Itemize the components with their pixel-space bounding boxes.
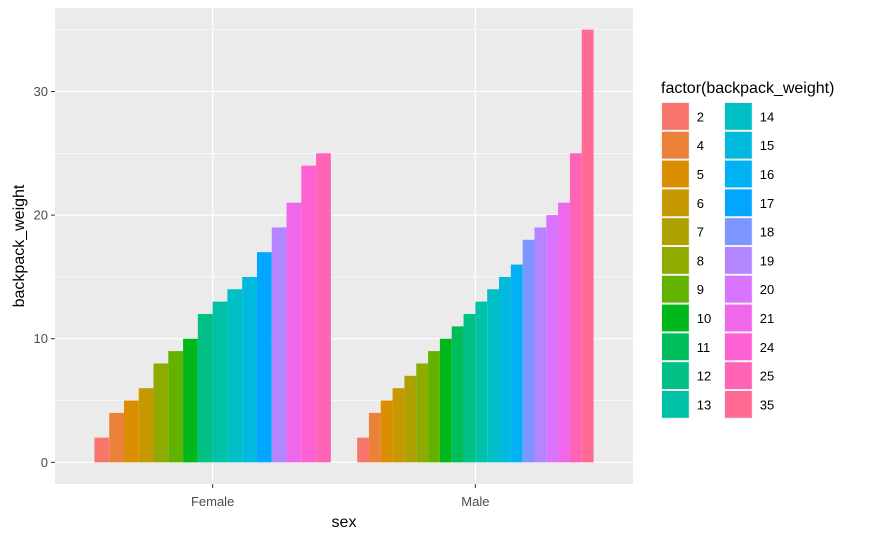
bar-female-6 [138, 388, 154, 463]
legend-swatch-16 [725, 160, 752, 188]
legend-label-21: 21 [760, 311, 774, 326]
legend-label-9: 9 [697, 282, 704, 297]
bar-male-4 [368, 412, 381, 463]
legend-title: factor(backpack_weight) [661, 80, 834, 97]
bar-male-15 [499, 276, 511, 463]
bar-male-6 [392, 388, 405, 463]
legend-swatch-25 [725, 362, 752, 389]
bar-male-21 [558, 202, 570, 463]
bar-male-19 [534, 227, 547, 463]
bar-female-8 [153, 363, 169, 463]
legend-swatch-6 [662, 189, 689, 217]
bar-female-24 [301, 165, 317, 463]
bar-male-9 [428, 351, 440, 463]
legend-label-7: 7 [697, 225, 704, 240]
bar-male-11 [451, 326, 464, 463]
legend-swatch-15 [725, 131, 752, 159]
bar-female-21 [286, 202, 302, 463]
legend-label-11: 11 [697, 340, 711, 355]
bar-female-13 [212, 301, 228, 463]
legend-swatch-9 [662, 275, 689, 303]
bar-female-15 [242, 276, 257, 463]
y-tick-label: 0 [41, 455, 48, 470]
legend-label-2: 2 [697, 109, 704, 124]
x-tick-label: Female [191, 494, 234, 509]
legend-swatch-7 [662, 218, 689, 245]
legend-label-8: 8 [697, 253, 704, 268]
legend-swatch-5 [662, 160, 689, 188]
legend-swatch-17 [725, 189, 752, 217]
bar-female-9 [168, 351, 184, 463]
legend-swatch-12 [662, 362, 689, 389]
x-axis-title: sex [332, 514, 357, 531]
x-tick-label: Male [461, 494, 489, 509]
legend-label-24: 24 [760, 340, 774, 355]
legend-swatch-14 [725, 103, 752, 130]
legend-swatch-19 [725, 247, 752, 274]
legend-swatch-20 [725, 275, 752, 303]
y-tick-label: 20 [34, 208, 48, 223]
legend-label-5: 5 [697, 167, 704, 182]
legend-label-10: 10 [697, 311, 711, 326]
legend-swatch-8 [662, 247, 689, 274]
bar-female-25 [316, 153, 331, 463]
y-axis: 0 10 20 30 [34, 84, 55, 470]
bar-female-2 [94, 437, 110, 463]
legend-label-20: 20 [760, 282, 774, 297]
bar-male-2 [357, 437, 369, 463]
legend-label-6: 6 [697, 196, 704, 211]
legend-label-18: 18 [760, 225, 774, 240]
bar-female-10 [183, 338, 198, 463]
bar-male-12 [463, 314, 476, 463]
bar-female-5 [123, 400, 139, 463]
legend-label-17: 17 [760, 196, 774, 211]
legend-label-19: 19 [760, 253, 774, 268]
bar-male-35 [581, 29, 594, 463]
bars [94, 29, 594, 463]
legend: factor(backpack_weight) 2456789101112131… [661, 80, 834, 419]
bar-male-8 [416, 363, 429, 463]
bar-female-12 [197, 314, 213, 463]
legend-label-4: 4 [697, 138, 704, 153]
legend-label-25: 25 [760, 369, 774, 384]
legend-swatch-2 [662, 103, 689, 130]
legend-swatch-13 [662, 391, 689, 418]
legend-label-13: 13 [697, 397, 711, 412]
legend-swatch-21 [725, 304, 752, 332]
legend-label-16: 16 [760, 167, 774, 182]
bar-female-17 [256, 252, 272, 463]
y-tick-label: 10 [34, 331, 48, 346]
bar-female-19 [271, 227, 287, 463]
bar-female-14 [227, 289, 243, 463]
legend-label-14: 14 [760, 109, 774, 124]
legend-swatch-4 [662, 131, 689, 159]
legend-label-15: 15 [760, 138, 774, 153]
legend-swatch-24 [725, 333, 752, 361]
bar-male-5 [380, 400, 393, 463]
x-axis: Female Male [191, 484, 489, 509]
bar-male-7 [404, 375, 417, 463]
y-tick-label: 30 [34, 84, 48, 99]
bar-female-4 [109, 412, 124, 463]
legend-label-12: 12 [697, 369, 711, 384]
bar-male-18 [522, 239, 535, 463]
bar-male-14 [487, 289, 500, 463]
legend-swatch-10 [662, 304, 689, 332]
y-axis-title: backpack_weight [11, 184, 28, 307]
bar-male-16 [510, 264, 523, 463]
legend-swatch-18 [725, 218, 752, 245]
bar-male-20 [546, 215, 559, 463]
legend-swatch-11 [662, 333, 689, 361]
bar-male-10 [439, 338, 452, 463]
bar-male-25 [569, 153, 582, 463]
bar-male-13 [475, 301, 488, 463]
legend-label-35: 35 [760, 397, 774, 412]
legend-swatch-35 [725, 391, 752, 418]
